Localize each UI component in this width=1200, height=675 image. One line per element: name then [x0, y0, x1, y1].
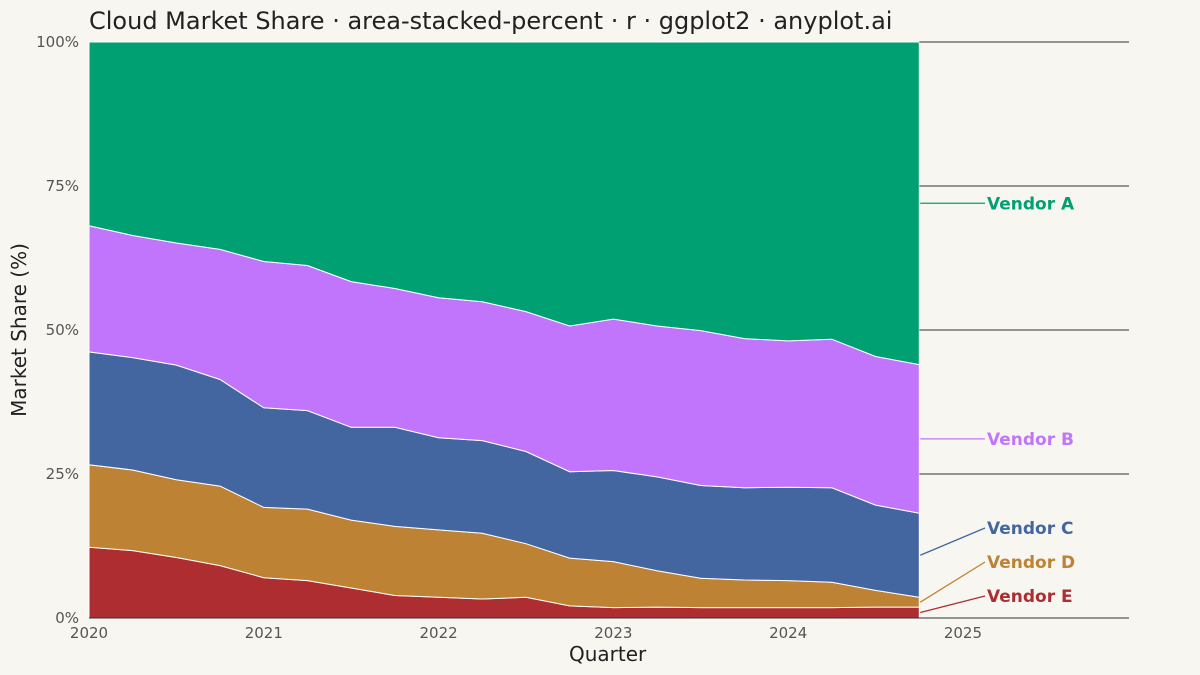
x-tick-label: 2024: [769, 624, 807, 642]
area-vendor-a: [88, 41, 920, 366]
y-tick-label: 25%: [46, 465, 79, 483]
y-tick-layer: 0% 25% 50% 75% 100%: [36, 33, 79, 627]
series-label-layer: Vendor E Vendor D Vendor C Vendor B Vendor A: [919, 194, 1075, 614]
y-tick-label: 0%: [55, 609, 79, 627]
y-axis-title: Market Share (%): [7, 243, 31, 417]
y-tick-label: 100%: [36, 33, 79, 51]
x-tick-label: 2025: [944, 624, 982, 642]
label-connector-vendor-d: [919, 561, 986, 603]
x-tick-label: 2021: [245, 624, 283, 642]
x-tick-label: 2023: [594, 624, 632, 642]
area-layer: [88, 41, 920, 619]
x-tick-layer: 2020 2021 2022 2023 2024 2025: [70, 624, 982, 642]
series-label-vendor-b: Vendor B: [987, 430, 1074, 450]
series-label-vendor-d: Vendor D: [987, 553, 1075, 573]
y-tick-label: 75%: [46, 177, 79, 195]
series-label-vendor-a: Vendor A: [987, 194, 1075, 214]
series-label-vendor-c: Vendor C: [987, 519, 1074, 539]
x-tick-label: 2020: [70, 624, 108, 642]
label-connector-vendor-c: [920, 527, 986, 556]
series-label-vendor-e: Vendor E: [987, 587, 1073, 607]
label-connector-vendor-e: [920, 595, 986, 614]
x-tick-label: 2022: [419, 624, 457, 642]
x-axis-title: Quarter: [569, 642, 647, 666]
chart-title: Cloud Market Share · area-stacked-percen…: [89, 7, 892, 35]
gridline-layer: [89, 41, 1129, 619]
y-tick-label: 50%: [46, 321, 79, 339]
